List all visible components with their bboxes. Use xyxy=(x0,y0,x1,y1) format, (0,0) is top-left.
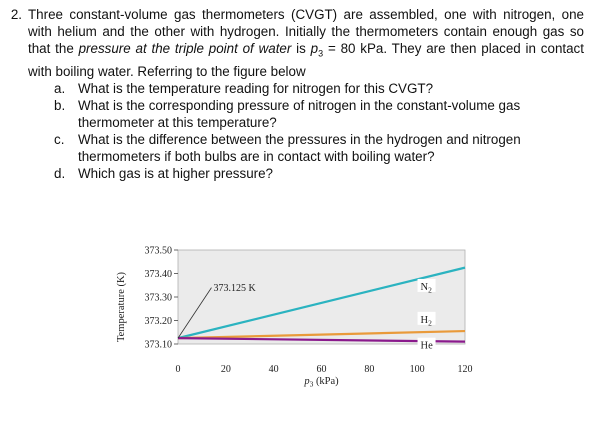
series-label: He xyxy=(421,341,434,352)
x-tick-label: 60 xyxy=(317,364,327,375)
y-tick-label: 373.50 xyxy=(145,246,173,257)
x-tick-label: 120 xyxy=(458,364,473,375)
series-label: H2 xyxy=(421,315,433,328)
series-line-n xyxy=(177,266,466,340)
question-text-part: = 80 kPa. They are then placed in contac… xyxy=(28,41,584,79)
plot-area xyxy=(177,249,466,345)
x-tick-label: 80 xyxy=(364,364,374,375)
x-tick-label: 20 xyxy=(221,364,231,375)
y-tick-label: 373.20 xyxy=(145,316,173,327)
series-line-h xyxy=(177,329,466,340)
series-label: N2 xyxy=(421,282,433,295)
sub-question-letter: d. xyxy=(54,165,66,181)
figure: 373.10 373.20 373.30 373.40 373.50 0 20 40 60 80 1… xyxy=(110,238,490,410)
temperature-pressure-chart: 373.10 373.20 373.30 373.40 373.50 0 20 40 60 80 1… xyxy=(116,246,473,389)
x-tick-label: 0 xyxy=(176,364,181,375)
sub-question: a. What is the temperature reading for ni… xyxy=(54,80,584,97)
sub-question-list: a. What is the temperature reading for ni… xyxy=(0,80,584,182)
y-tick-label: 373.10 xyxy=(145,340,173,351)
y-tick-label: 373.30 xyxy=(145,293,173,304)
sub-question-letter: a. xyxy=(54,80,66,96)
sub-question: c. What is the difference between the pre… xyxy=(54,131,584,165)
x-tick-label: 100 xyxy=(410,364,425,375)
question-text-part: pressure at the triple point of water xyxy=(78,41,292,56)
sub-question-text: What is the difference between the press… xyxy=(78,131,521,164)
x-axis-label: p3 (kPa) xyxy=(303,376,339,389)
series-label-box xyxy=(417,311,436,325)
question-text-part: 3 xyxy=(318,48,324,59)
sub-question: d. Which gas is at higher pressure? xyxy=(54,165,584,182)
series-label-box xyxy=(417,337,436,351)
sub-question-letter: b. xyxy=(54,97,66,113)
series-line-he xyxy=(177,337,466,343)
sub-question-text: What is the temperature reading for nitr… xyxy=(78,80,434,96)
question-stem: 2. Three constant-volume gas thermometer… xyxy=(0,6,584,80)
problem-2: 2. Three constant-volume gas thermometer… xyxy=(0,6,584,182)
annotation-label: 373.125 K xyxy=(213,283,256,294)
question-text: Three constant-volume gas thermometers (… xyxy=(28,6,584,80)
question-text-part: Three constant-volume gas thermometers (… xyxy=(28,7,584,56)
sub-question-letter: c. xyxy=(54,131,65,147)
y-axis-label: Temperature (K) xyxy=(116,271,127,342)
sub-question: b. What is the corresponding pressure of … xyxy=(54,97,584,131)
annotation-leader xyxy=(177,287,212,339)
x-tick-label: 40 xyxy=(269,364,279,375)
y-tick-label: 373.40 xyxy=(145,269,173,280)
question-text-part: p xyxy=(310,41,319,56)
sub-question-text: Which gas is at higher pressure? xyxy=(78,165,274,181)
series-label-box xyxy=(417,278,436,292)
question-number: 2. xyxy=(10,7,22,22)
sub-question-text: What is the corresponding pressure of ni… xyxy=(78,97,521,130)
question-text-part: is xyxy=(291,41,311,56)
